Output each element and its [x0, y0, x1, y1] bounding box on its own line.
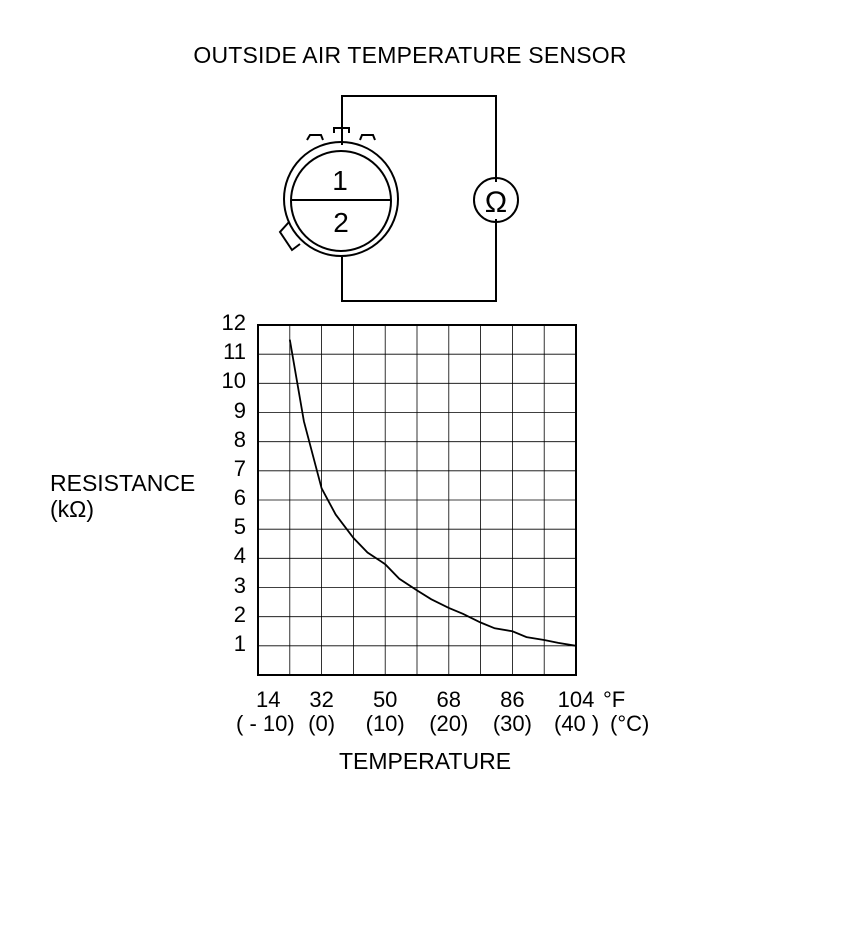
x-axis-label: TEMPERATURE — [338, 748, 512, 774]
chart-frame — [257, 324, 577, 676]
connector-lock-tab — [306, 127, 376, 141]
connector-outer-ring — [283, 141, 399, 257]
wire-top — [341, 95, 497, 182]
y-tick-label: 11 — [223, 339, 246, 365]
y-tick-label: 6 — [233, 485, 246, 510]
x-tick-label-celsius: ( - 10) — [236, 711, 295, 736]
y-tick-label: 2 — [233, 601, 246, 627]
y-tick-label: 9 — [233, 397, 246, 423]
x-tick-label-fahrenheit: 68 — [436, 687, 462, 712]
x-tick-label-fahrenheit: 32 — [309, 687, 334, 712]
connector-side-tab — [278, 221, 301, 252]
x-unit-celsius: (°C) — [610, 711, 650, 736]
y-tick-label: 3 — [233, 572, 246, 598]
ohm-icon: Ω — [485, 186, 507, 219]
x-tick-label-celsius: (20) — [429, 711, 469, 736]
x-tick-label-fahrenheit: 104 — [557, 687, 595, 712]
y-tick-label: 5 — [233, 514, 246, 540]
ohmmeter-circle — [473, 177, 519, 223]
y-tick-label: 8 — [233, 426, 246, 452]
x-tick-label-fahrenheit: 50 — [372, 687, 398, 712]
y-tick-label: 7 — [233, 455, 246, 481]
x-tick-label-celsius: (10) — [365, 711, 405, 736]
resistance-curve — [288, 339, 577, 647]
y-tick-label: 4 — [233, 543, 246, 569]
y-tick-label: 12 — [221, 310, 246, 335]
y-axis-label-unit: (kΩ) — [50, 496, 95, 522]
chart-grid — [258, 325, 576, 675]
y-axis-label: RESISTANCE (kΩ) — [50, 470, 195, 522]
y-tick-label: 1 — [233, 630, 246, 656]
x-tick-label-celsius: (40 ) — [554, 711, 600, 736]
x-tick-label-celsius: (30) — [492, 711, 532, 736]
x-tick-label-fahrenheit: 14 — [256, 687, 281, 712]
y-tick-label: 10 — [221, 368, 246, 394]
x-tick-label-fahrenheit: 86 — [500, 687, 525, 712]
x-tick-label-celsius: (0) — [308, 711, 336, 736]
y-axis-label-name: RESISTANCE — [50, 470, 196, 496]
pin-2-label: 2 — [333, 207, 349, 238]
connector-diagram — [278, 95, 519, 302]
x-unit-fahrenheit: °F — [603, 687, 626, 712]
pin-1-label: 1 — [332, 165, 348, 196]
wire-bottom — [341, 219, 497, 302]
diagram-title: OUTSIDE AIR TEMPERATURE SENSOR — [193, 42, 627, 68]
